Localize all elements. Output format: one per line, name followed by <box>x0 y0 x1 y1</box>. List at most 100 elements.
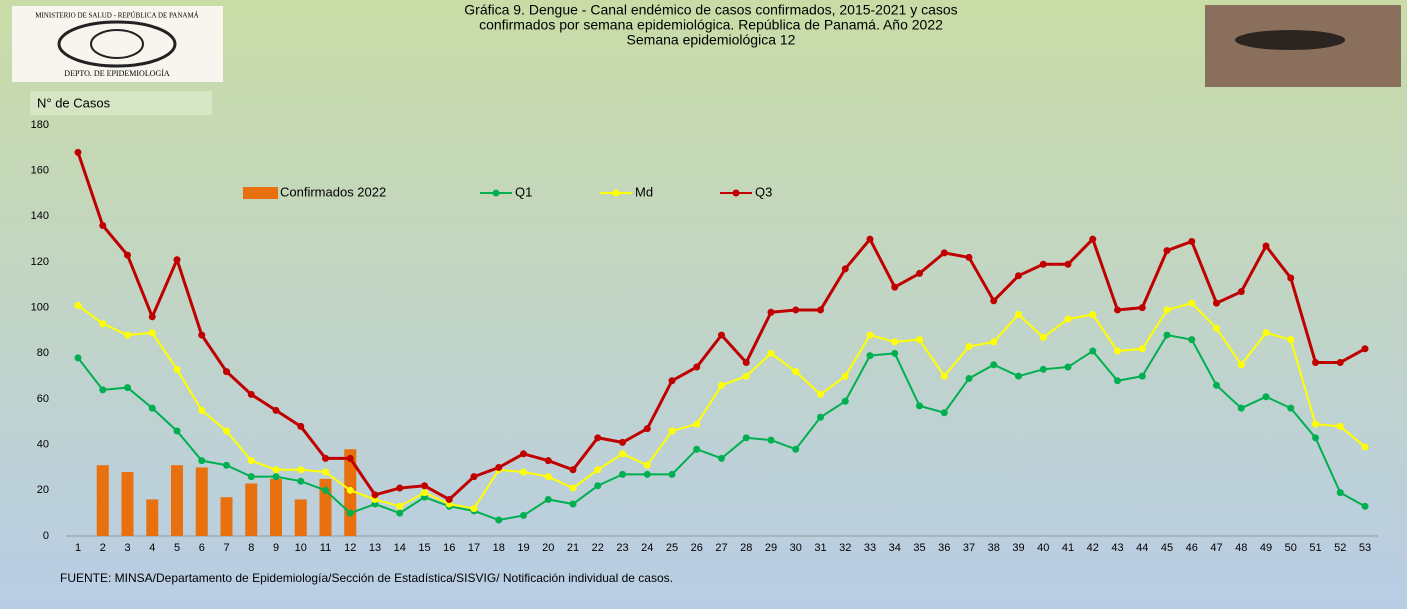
point <box>272 406 280 414</box>
x-tick-label: 25 <box>666 542 678 554</box>
photo-insect <box>1235 30 1345 50</box>
point <box>1213 381 1220 389</box>
point <box>693 363 701 371</box>
x-tick-label: 53 <box>1359 542 1371 554</box>
x-tick-label: 22 <box>592 542 604 554</box>
point <box>1163 247 1171 255</box>
point <box>148 404 156 412</box>
point <box>841 265 849 273</box>
point <box>792 445 800 453</box>
point <box>916 402 923 410</box>
point <box>346 509 354 517</box>
point <box>940 372 948 380</box>
x-tick-label: 36 <box>938 542 950 554</box>
x-tick-label: 27 <box>715 542 727 554</box>
point <box>668 470 676 478</box>
point <box>544 495 552 503</box>
y-tick-label: 60 <box>37 393 49 405</box>
point <box>792 306 800 314</box>
point <box>1064 363 1072 371</box>
point <box>74 148 82 156</box>
point <box>990 361 998 369</box>
legend-swatch <box>732 189 740 197</box>
point <box>1336 422 1344 430</box>
point <box>470 473 478 481</box>
photo <box>1205 5 1401 87</box>
x-tick-label: 16 <box>443 542 455 554</box>
point <box>718 381 725 389</box>
point <box>1312 358 1319 366</box>
chart-title: confirmados por semana epidemiológica. R… <box>479 17 943 33</box>
point <box>792 368 800 376</box>
x-tick-label: 47 <box>1210 542 1222 554</box>
point <box>965 253 973 261</box>
point <box>1039 365 1047 373</box>
point <box>767 436 775 444</box>
bar <box>121 472 134 536</box>
point <box>1015 311 1022 319</box>
point <box>1114 306 1121 314</box>
x-tick-label: 42 <box>1087 542 1099 554</box>
chart-title: Gráfica 9. Dengue - Canal endémico de ca… <box>464 2 957 18</box>
point <box>445 495 453 503</box>
point <box>322 486 329 494</box>
x-tick-label: 40 <box>1037 542 1049 554</box>
point <box>742 358 750 366</box>
x-tick-label: 1 <box>75 542 81 554</box>
bar <box>220 497 233 536</box>
bar <box>270 478 282 536</box>
point <box>396 502 404 510</box>
point <box>1188 336 1196 344</box>
point <box>421 482 428 490</box>
point <box>990 297 998 305</box>
point <box>940 249 948 257</box>
logo-eye <box>57 20 177 68</box>
x-tick-label: 39 <box>1012 542 1024 554</box>
x-tick-label: 18 <box>493 542 505 554</box>
x-tick-label: 31 <box>814 542 826 554</box>
point <box>841 372 849 380</box>
point <box>495 516 503 524</box>
point <box>817 306 824 314</box>
x-tick-label: 7 <box>223 542 229 554</box>
point <box>643 470 651 478</box>
point <box>1361 502 1369 510</box>
legend-label: Q1 <box>515 184 532 199</box>
point <box>965 342 973 350</box>
point <box>297 422 305 430</box>
bar <box>245 483 258 536</box>
y-tick-label: 100 <box>31 302 49 314</box>
point <box>767 349 775 357</box>
point <box>124 251 131 259</box>
point <box>223 461 230 469</box>
point <box>99 320 107 328</box>
x-tick-label: 26 <box>691 542 703 554</box>
point <box>965 374 973 382</box>
point <box>841 397 849 405</box>
x-tick-label: 41 <box>1062 542 1074 554</box>
y-tick-label: 80 <box>37 347 49 359</box>
point <box>99 386 107 394</box>
point <box>1287 404 1295 412</box>
legend-label: Confirmados 2022 <box>280 184 386 199</box>
bar <box>171 465 183 536</box>
point <box>1015 272 1022 280</box>
point <box>322 468 329 476</box>
point <box>990 338 998 346</box>
point <box>470 505 478 513</box>
bar <box>96 465 109 536</box>
y-tick-label: 0 <box>43 530 49 542</box>
x-tick-label: 2 <box>100 542 106 554</box>
point <box>742 434 750 442</box>
point <box>643 461 651 469</box>
point <box>693 420 701 428</box>
x-tick-label: 30 <box>790 542 802 554</box>
point <box>544 457 552 465</box>
x-tick-label: 50 <box>1285 542 1297 554</box>
point <box>1188 299 1196 307</box>
point <box>520 511 527 519</box>
x-tick-label: 4 <box>149 542 155 554</box>
point <box>1237 404 1245 412</box>
x-tick-label: 28 <box>740 542 752 554</box>
